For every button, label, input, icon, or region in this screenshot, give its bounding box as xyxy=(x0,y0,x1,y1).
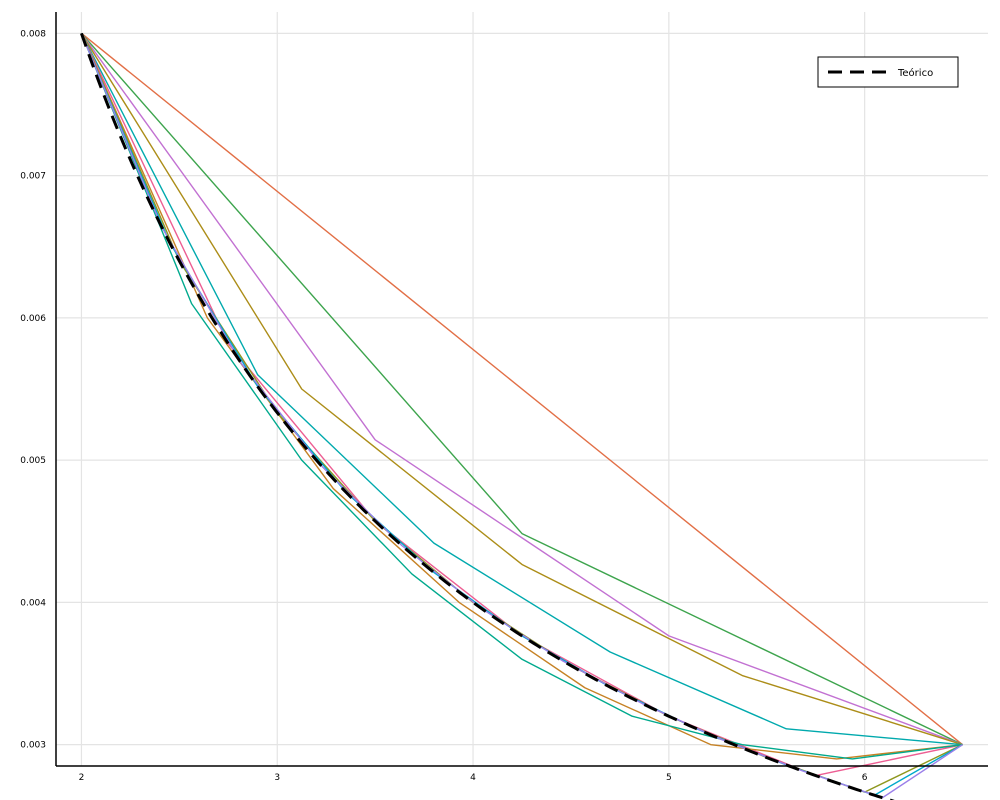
y-tick-label: 0.004 xyxy=(20,598,46,608)
axes xyxy=(55,12,988,767)
approximation-line xyxy=(80,33,963,777)
approximation-line xyxy=(80,33,963,799)
y-tick-label: 0.007 xyxy=(20,172,46,182)
y-tick-label: 0.006 xyxy=(20,314,46,324)
grid-lines xyxy=(56,12,988,766)
approximation-line xyxy=(80,33,963,746)
approximation-line xyxy=(80,33,963,793)
x-tick-labels: 2 3 4 5 6 xyxy=(79,773,868,783)
approximation-line xyxy=(80,32,963,746)
y-tick-label: 0.008 xyxy=(20,29,46,39)
x-tick-label: 5 xyxy=(666,773,672,783)
approximation-line xyxy=(80,32,963,746)
approximation-line xyxy=(80,33,963,760)
theory-line xyxy=(80,32,895,800)
approximation-line xyxy=(81,32,963,746)
y-tick-label: 0.005 xyxy=(20,456,46,466)
legend-box xyxy=(817,56,959,88)
approximation-series xyxy=(80,32,963,799)
legend: Teórico xyxy=(817,56,959,88)
y-tick-label: 0.003 xyxy=(20,741,46,751)
legend-label: Teórico xyxy=(897,67,933,79)
approximation-line xyxy=(80,33,963,760)
x-tick-label: 2 xyxy=(79,773,85,783)
x-tick-label: 6 xyxy=(862,773,868,783)
theory-series xyxy=(80,32,895,800)
approximation-line xyxy=(80,32,963,746)
x-tick-label: 3 xyxy=(274,773,280,783)
x-tick-label: 4 xyxy=(470,773,476,783)
y-tick-labels: 0.003 0.004 0.005 0.006 0.007 0.008 xyxy=(20,29,46,750)
